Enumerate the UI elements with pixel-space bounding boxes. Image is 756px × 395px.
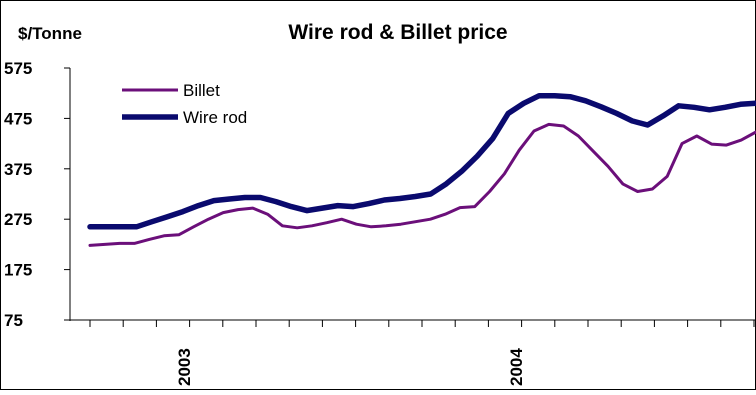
chart-title: Wire rod & Billet price — [288, 21, 507, 44]
y-tick-label: 375 — [4, 160, 32, 179]
y-tick-label: 575 — [4, 59, 32, 78]
y-tick-label: 475 — [4, 109, 32, 128]
legend-label-billet: Billet — [183, 81, 220, 100]
x-year-label: 2004 — [507, 348, 526, 386]
series-line-wire-rod — [87, 92, 756, 230]
y-tick-label: 175 — [4, 261, 32, 280]
x-year-label: 2003 — [175, 348, 194, 386]
y-tick-label: 275 — [4, 210, 32, 229]
series-line-billet — [88, 122, 756, 247]
legend-label-wire-rod: Wire rod — [183, 108, 247, 127]
plot-area: 75 175 275 375 475 575 2003 2004 Billet Wire rod — [4, 59, 756, 386]
y-axis-unit-label: $/Tonne — [18, 24, 82, 43]
y-tick-label: 75 — [4, 311, 23, 330]
